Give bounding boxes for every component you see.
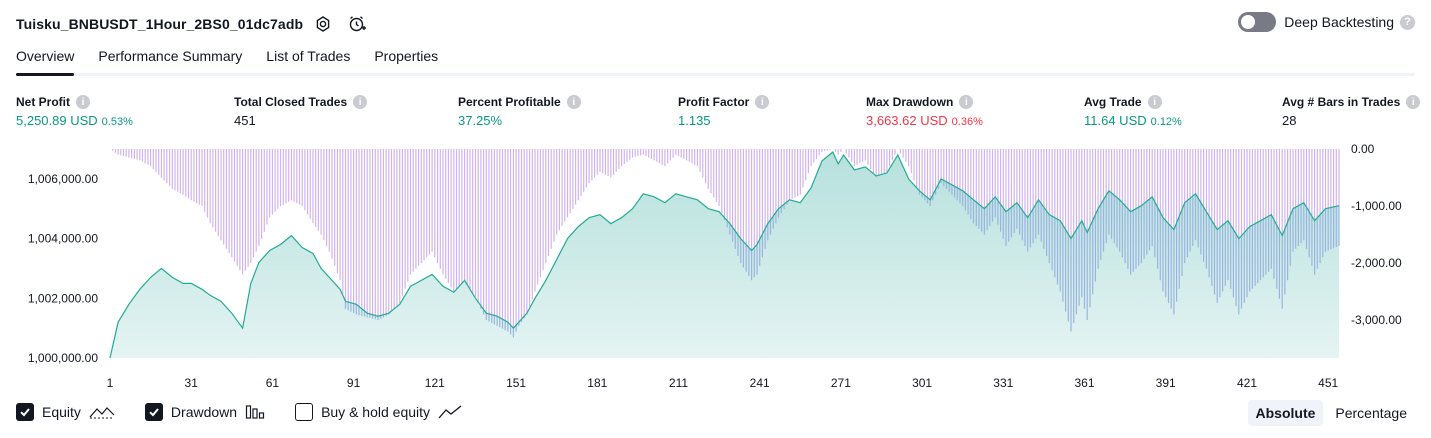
- equity-area: [110, 152, 1339, 358]
- x-tick-label: 1: [107, 376, 114, 390]
- metric-value: 5,250.89 USD: [16, 113, 98, 128]
- x-tick-label: 361: [1074, 376, 1094, 390]
- strategy-header: Tuisku_BNBUSDT_1Hour_2BS0_01dc7adb: [16, 10, 371, 38]
- metric-profit-factor: Profit Factor i 1.135: [678, 94, 770, 128]
- metric-label: Max Drawdown: [866, 95, 954, 109]
- metric-total-closed-trades: Total Closed Trades i 451: [234, 94, 368, 128]
- info-icon[interactable]: i: [1406, 95, 1421, 109]
- info-icon[interactable]: i: [353, 95, 368, 109]
- chart-legend: Equity Drawdown Buy & hold equity: [16, 403, 492, 421]
- x-tick-label: 301: [912, 376, 932, 390]
- y-axis-left: 1,000,000.00 1,002,000.00 1,004,000.00 1,00…: [28, 172, 98, 365]
- checkbox-unchecked-icon[interactable]: [295, 403, 314, 421]
- y-left-tick-label: 1,000,000.00: [28, 351, 98, 365]
- metric-value: 451: [234, 113, 256, 128]
- metric-label: Avg Trade: [1084, 95, 1142, 109]
- y-left-tick-label: 1,002,000.00: [28, 291, 98, 305]
- legend-drawdown[interactable]: Drawdown: [144, 403, 265, 421]
- x-tick-label: 91: [347, 376, 361, 390]
- checkbox-checked-icon[interactable]: [16, 403, 34, 421]
- x-tick-label: 241: [750, 376, 770, 390]
- legend-equity[interactable]: Equity: [16, 403, 115, 421]
- equity-drawdown-chart: 1,000,000.00 1,002,000.00 1,004,000.00 1,00…: [28, 142, 1402, 390]
- y-right-tick-label: 0.00: [1351, 142, 1375, 156]
- metric-value: 37.25%: [458, 113, 503, 128]
- x-axis: 1 31 61 91 121 151 181 211 241 271 301 331 361 391 421…: [107, 376, 1339, 390]
- metric-label: Avg # Bars in Trades: [1282, 95, 1401, 109]
- info-icon[interactable]: i: [566, 95, 581, 109]
- metric-net-profit: Net Profit i 5,250.89 USD 0.53%: [16, 94, 133, 128]
- x-tick-label: 421: [1237, 376, 1257, 390]
- info-icon[interactable]: i: [959, 95, 974, 109]
- strategy-name: Tuisku_BNBUSDT_1Hour_2BS0_01dc7adb: [16, 16, 304, 32]
- settings-icon[interactable]: [309, 10, 337, 38]
- x-tick-label: 151: [506, 376, 526, 390]
- info-icon[interactable]: i: [1147, 95, 1162, 109]
- tab-performance-summary[interactable]: Performance Summary: [98, 48, 243, 64]
- y-axis-right: 0.00 -1,000.00 -2,000.00 -3,000.00: [1351, 142, 1402, 327]
- info-icon[interactable]: i: [755, 95, 770, 109]
- x-tick-label: 451: [1318, 376, 1338, 390]
- metric-percent: 0.36%: [951, 116, 983, 128]
- x-tick-label: 391: [1156, 376, 1176, 390]
- y-right-tick-label: -3,000.00: [1351, 313, 1402, 327]
- toggle-knob: [1241, 15, 1256, 29]
- mode-percentage-button[interactable]: Percentage: [1335, 405, 1407, 421]
- metric-max-drawdown: Max Drawdown i 3,663.62 USD 0.36%: [866, 94, 983, 128]
- x-tick-label: 271: [831, 376, 851, 390]
- metric-percent: 0.12%: [1150, 116, 1182, 128]
- info-icon[interactable]: i: [76, 95, 90, 109]
- x-tick-label: 331: [993, 376, 1013, 390]
- help-icon[interactable]: ?: [1400, 14, 1415, 30]
- y-right-tick-label: -1,000.00: [1351, 199, 1402, 213]
- tab-overview[interactable]: Overview: [16, 42, 75, 76]
- mode-absolute-button[interactable]: Absolute: [1247, 400, 1324, 426]
- legend-label: Equity: [42, 404, 81, 420]
- metric-avg-trade: Avg Trade i 11.64 USD 0.12%: [1084, 94, 1182, 128]
- metric-label: Net Profit: [16, 95, 70, 109]
- x-tick-label: 61: [266, 376, 280, 390]
- metric-label: Profit Factor: [678, 95, 750, 109]
- legend-label: Buy & hold equity: [321, 404, 431, 420]
- checkbox-checked-icon[interactable]: [144, 403, 163, 421]
- metric-percent-profitable: Percent Profitable i 37.25%: [458, 94, 581, 128]
- scale-mode-switch: Absolute Percentage: [1244, 400, 1416, 426]
- metric-percent: 0.53%: [101, 116, 133, 128]
- metric-value: 28: [1282, 113, 1297, 128]
- tab-properties[interactable]: Properties: [374, 48, 439, 64]
- metric-avg-bars-in-trades: Avg # Bars in Trades i 28: [1282, 94, 1421, 128]
- deep-backtesting-toggle[interactable]: [1238, 12, 1277, 32]
- drawdown-bars-overlap: [344, 174, 1340, 338]
- drawdown-bars: [112, 149, 1340, 329]
- metric-value: 1.135: [678, 113, 711, 128]
- equity-line-icon: [89, 405, 115, 419]
- metric-label: Percent Profitable: [458, 95, 561, 109]
- deep-backtesting: Deep Backtesting ?: [1238, 12, 1415, 32]
- report-tabs: Overview Performance Summary List of Tra…: [16, 42, 1415, 76]
- y-left-tick-label: 1,004,000.00: [28, 232, 98, 246]
- x-tick-label: 181: [587, 376, 607, 390]
- x-tick-label: 211: [669, 376, 688, 390]
- equity-line: [109, 151, 1340, 359]
- y-right-tick-label: -2,000.00: [1351, 256, 1402, 270]
- buy-hold-line-icon: [438, 404, 462, 420]
- legend-label: Drawdown: [170, 404, 238, 420]
- metric-value: 3,663.62 USD: [866, 113, 948, 128]
- deep-backtesting-label: Deep Backtesting: [1284, 14, 1394, 30]
- legend-buy-hold-equity[interactable]: Buy & hold equity: [295, 403, 462, 421]
- metric-value: 11.64 USD: [1084, 113, 1147, 128]
- metric-label: Total Closed Trades: [234, 95, 348, 109]
- tab-list-of-trades[interactable]: List of Trades: [266, 48, 351, 64]
- y-left-tick-label: 1,006,000.00: [28, 172, 98, 186]
- x-tick-label: 121: [425, 376, 445, 390]
- add-alert-icon[interactable]: [343, 10, 371, 38]
- drawdown-bars-icon: [245, 404, 265, 420]
- x-tick-label: 31: [185, 376, 199, 390]
